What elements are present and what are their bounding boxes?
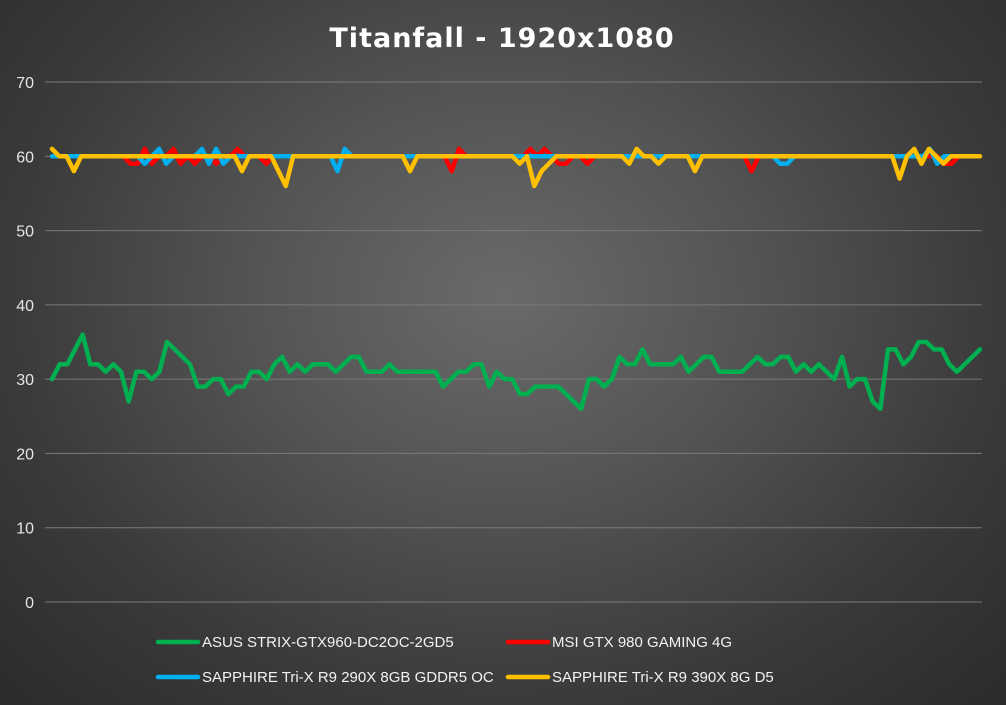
y-axis-ticks: 0 10 20 30 40 50 60 70 bbox=[16, 75, 34, 612]
y-tick-label: 70 bbox=[16, 75, 34, 92]
legend-item: ASUS STRIX-GTX960-DC2OC-2GD5 bbox=[155, 634, 454, 651]
y-tick-label: 60 bbox=[16, 149, 34, 166]
legend-item: MSI GTX 980 GAMING 4G bbox=[505, 634, 732, 651]
legend-label: ASUS STRIX-GTX960-DC2OC-2GD5 bbox=[202, 634, 454, 651]
series-lines bbox=[49, 146, 983, 412]
y-tick-label: 50 bbox=[16, 224, 34, 241]
series-line-0 bbox=[49, 332, 983, 412]
series-line-3 bbox=[49, 146, 983, 189]
y-tick-label: 0 bbox=[25, 595, 34, 612]
legend-label: MSI GTX 980 GAMING 4G bbox=[552, 634, 732, 651]
legend: ASUS STRIX-GTX960-DC2OC-2GD5 MSI GTX 980 … bbox=[155, 634, 774, 686]
legend-label: SAPPHIRE Tri-X R9 290X 8GB GDDR5 OC bbox=[202, 669, 494, 686]
y-tick-label: 30 bbox=[16, 372, 34, 389]
legend-item: SAPPHIRE Tri-X R9 290X 8GB GDDR5 OC bbox=[155, 669, 494, 686]
legend-label: SAPPHIRE Tri-X R9 390X 8G D5 bbox=[552, 669, 774, 686]
legend-item: SAPPHIRE Tri-X R9 390X 8G D5 bbox=[505, 669, 774, 686]
y-tick-label: 10 bbox=[16, 521, 34, 538]
y-tick-label: 20 bbox=[16, 446, 34, 463]
chart-title: Titanfall - 1920x1080 bbox=[329, 23, 674, 54]
y-tick-label: 40 bbox=[16, 298, 34, 315]
